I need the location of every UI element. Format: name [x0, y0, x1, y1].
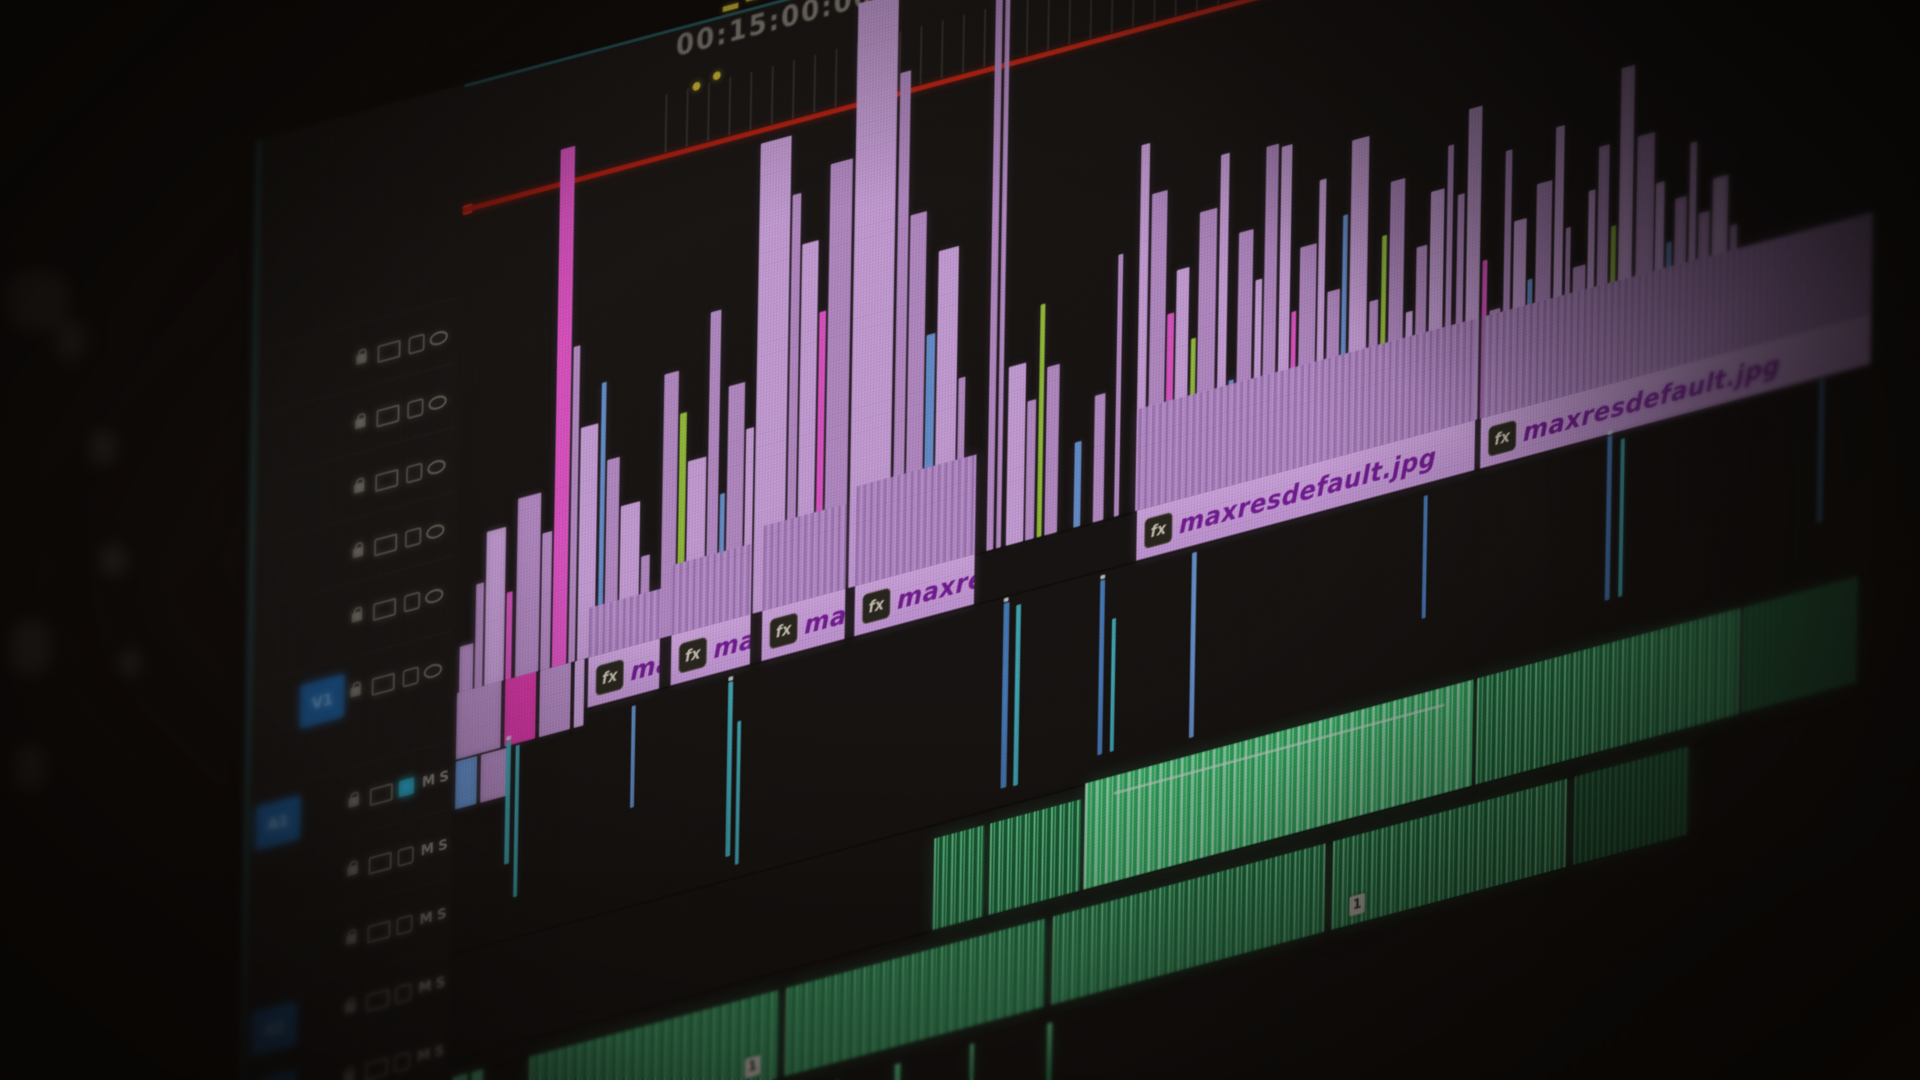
video-clip-strip[interactable] [1092, 392, 1106, 523]
fx-badge-icon[interactable]: fx [862, 586, 891, 625]
depth-blur-bottom [0, 820, 1920, 1080]
video-clip-strip[interactable] [1005, 362, 1027, 546]
fx-badge-icon[interactable]: fx [1144, 511, 1173, 549]
